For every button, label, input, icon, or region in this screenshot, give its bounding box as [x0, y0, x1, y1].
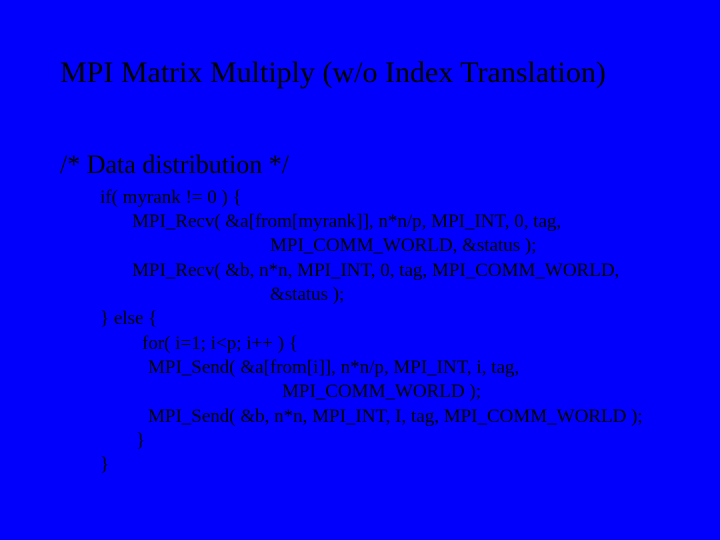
code-line: MPI_Recv( &b, n*n, MPI_INT, 0, tag, MPI_… — [100, 259, 720, 283]
section-comment: /* Data distribution */ — [0, 149, 720, 180]
code-line: MPI_COMM_WORLD ); — [100, 380, 720, 404]
code-block: if( myrank != 0 ) { MPI_Recv( &a[from[my… — [0, 186, 720, 478]
slide-title: MPI Matrix Multiply (w/o Index Translati… — [0, 56, 720, 91]
code-line: MPI_Send( &a[from[i]], n*n/p, MPI_INT, i… — [100, 356, 720, 380]
code-line: for( i=1; i<p; i++ ) { — [100, 332, 720, 356]
code-line: MPI_Recv( &a[from[myrank]], n*n/p, MPI_I… — [100, 210, 720, 234]
code-line: if( myrank != 0 ) { — [100, 186, 720, 210]
code-line: } — [100, 453, 720, 477]
code-line: } — [100, 429, 720, 453]
code-line: MPI_Send( &b, n*n, MPI_INT, I, tag, MPI_… — [100, 405, 720, 429]
code-line: MPI_COMM_WORLD, &status ); — [100, 234, 720, 258]
code-line: &status ); — [100, 283, 720, 307]
code-line: } else { — [100, 307, 720, 331]
slide: MPI Matrix Multiply (w/o Index Translati… — [0, 0, 720, 540]
